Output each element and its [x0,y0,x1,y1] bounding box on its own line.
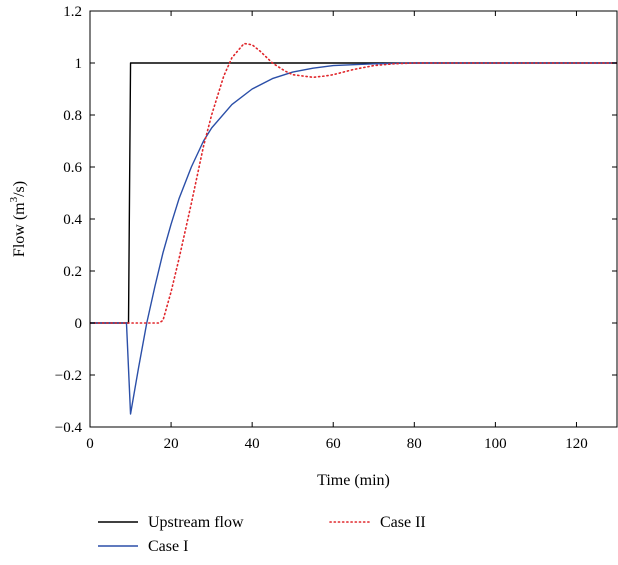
y-axis-label-superscript: 3 [8,196,20,202]
y-axis-label-suffix: /s) [11,181,28,197]
plot-frame [89,10,618,428]
y-axis-label: Flow (m3/s) [8,181,28,257]
y-tick-label: 0.4 [63,212,82,228]
x-tick-label: 60 [326,436,341,452]
y-tick-label: 0.6 [63,160,82,176]
x-tick-label: 0 [86,436,94,452]
series-line-case-ii [90,42,617,324]
legend-label-upstream-flow: Upstream flow [148,514,244,531]
x-tick-label: 100 [484,436,507,452]
legend-label-case-i: Case I [148,538,188,555]
legend-label-case-ii: Case II [380,514,426,531]
x-tick-label: 120 [565,436,588,452]
series-line-upstream-flow [90,62,617,324]
y-axis-label-prefix: Flow (m [11,202,28,257]
y-tick-label: −0.4 [55,420,83,436]
y-tick-label: 1 [75,56,83,72]
legend: Upstream flow Case II Case I [98,514,426,555]
x-axis-label: Time (min) [317,472,390,489]
y-tick-label: 1.2 [63,4,82,20]
series-line-case-i [90,62,617,415]
y-tick-label: 0.8 [63,108,82,124]
x-tick-label: 20 [164,436,179,452]
y-tick-label: 0.2 [63,264,82,280]
x-tick-label: 80 [407,436,422,452]
plot-layer [90,42,617,415]
y-tick-label: −0.2 [55,368,82,384]
y-tick-label: 0 [75,316,83,332]
axes-layer: 0 20 40 60 80 100 120 −0.4 −0.2 0 0.2 0.4 0.6 0.8 1 1.2 [55,4,618,452]
x-tick-label: 40 [245,436,260,452]
